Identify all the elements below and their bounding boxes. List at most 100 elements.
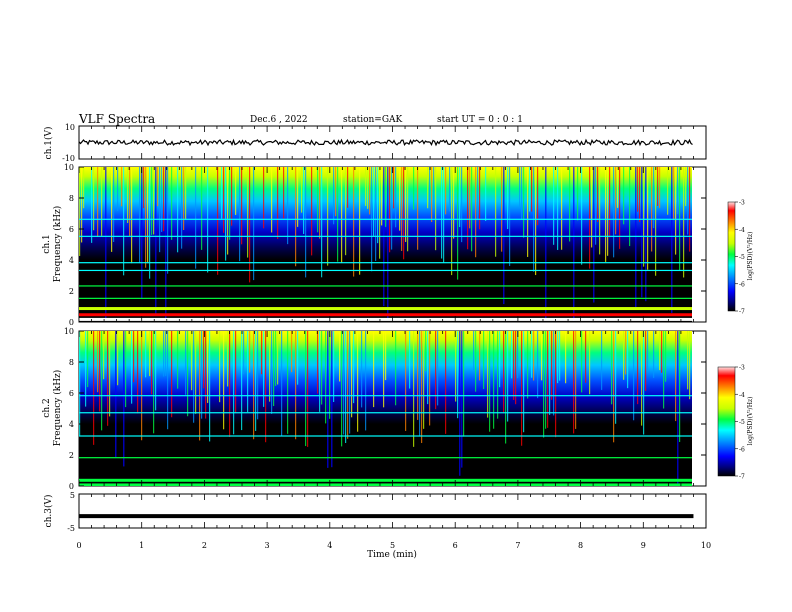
sferic-burst xyxy=(91,167,93,243)
sferic-burst xyxy=(545,167,547,320)
sferic-burst xyxy=(531,167,533,212)
sferic-burst xyxy=(457,167,459,280)
sferic-burst xyxy=(227,331,229,387)
sferic-burst xyxy=(473,331,475,371)
sferic-burst xyxy=(339,331,341,382)
sferic-burst xyxy=(405,331,407,431)
sferic-burst xyxy=(389,167,391,253)
ytick-label: 4 xyxy=(69,256,74,265)
sferic-burst xyxy=(83,167,85,209)
sferic-burst xyxy=(263,167,265,229)
sferic-burst xyxy=(461,167,463,243)
sferic-burst xyxy=(553,331,555,416)
sferic-burst xyxy=(327,167,329,266)
sferic-burst xyxy=(373,331,375,408)
sferic-burst xyxy=(335,167,337,217)
sferic-burst xyxy=(203,331,205,389)
sferic-burst xyxy=(557,167,559,250)
emission-band xyxy=(79,297,692,299)
sferic-burst xyxy=(167,167,169,274)
sferic-burst xyxy=(255,331,257,431)
sferic-burst xyxy=(617,167,619,208)
ytick-label: 10 xyxy=(64,163,74,172)
sferic-burst xyxy=(301,167,303,213)
sferic-burst xyxy=(641,167,643,298)
sferic-burst xyxy=(537,331,539,399)
sferic-burst xyxy=(273,331,275,407)
emission-band xyxy=(79,307,692,311)
sferic-burst xyxy=(607,167,609,256)
sferic-burst xyxy=(141,331,143,441)
sferic-burst xyxy=(537,167,539,226)
emission-band xyxy=(79,218,692,220)
xtick-label: 9 xyxy=(641,541,646,550)
sferic-burst xyxy=(341,331,343,447)
sferic-burst xyxy=(243,331,245,375)
sferic-burst xyxy=(513,331,515,400)
sferic-burst xyxy=(275,331,277,386)
start-time-label: start UT = 0 : 0 : 1 xyxy=(437,115,523,125)
sferic-burst xyxy=(501,167,503,252)
sferic-burst xyxy=(221,167,223,219)
ch1-colorbar-ticks: -3 -4 -5 -6 -7 xyxy=(735,200,745,316)
sferic-burst xyxy=(383,331,385,408)
sferic-burst xyxy=(489,331,491,432)
ch3-ylabel: ch.3(V) xyxy=(43,495,54,528)
ytick-label: 2 xyxy=(69,451,74,460)
sferic-burst xyxy=(573,331,575,434)
sferic-burst xyxy=(647,167,649,270)
sferic-burst xyxy=(475,331,477,392)
sferic-burst xyxy=(277,167,279,239)
sferic-burst xyxy=(375,167,377,261)
ytick-label: 4 xyxy=(69,420,74,429)
sferic-burst xyxy=(625,331,627,375)
sferic-burst xyxy=(327,331,329,468)
sferic-burst xyxy=(101,167,103,236)
ch2-spectrogram-panel: ch.2 Frequency (kHz) 0 2 4 6 8 10 xyxy=(42,327,707,491)
sferic-burst xyxy=(113,167,115,242)
sferic-burst xyxy=(93,331,95,445)
sferic-burst xyxy=(461,331,463,468)
emission-band xyxy=(79,483,692,486)
sferic-burst xyxy=(329,331,331,419)
sferic-burst xyxy=(121,167,123,207)
sferic-burst xyxy=(325,331,327,424)
colorbar-tick-label: -3 xyxy=(739,365,745,372)
sferic-burst xyxy=(457,331,459,419)
colorbar-tick-label: -4 xyxy=(739,227,745,234)
sferic-burst xyxy=(263,331,265,407)
sferic-burst xyxy=(581,167,583,265)
emission-band xyxy=(79,395,692,397)
xtick-label: 3 xyxy=(265,541,270,550)
ch1-colorbar: -3 -4 -5 -6 -7 log(PSD)(V²/Hz) xyxy=(727,200,754,316)
ytick-label: 8 xyxy=(69,194,74,203)
sferic-burst xyxy=(635,167,637,309)
sferic-burst xyxy=(613,167,615,258)
ch2-ylabel-frequency: Frequency (kHz) xyxy=(52,370,63,447)
sferic-burst xyxy=(637,331,639,405)
sferic-burst xyxy=(615,167,617,235)
sferic-burst xyxy=(401,167,403,251)
sferic-burst xyxy=(687,331,689,390)
sferic-burst xyxy=(687,167,689,235)
sferic-burst xyxy=(183,167,185,230)
colorbar-tick-label: -7 xyxy=(739,474,745,481)
sferic-burst xyxy=(659,167,661,209)
sferic-burst xyxy=(561,167,563,250)
xtick-label: 1 xyxy=(139,541,144,550)
sferic-burst xyxy=(191,331,193,391)
sferic-burst xyxy=(81,167,83,243)
emission-band xyxy=(79,478,692,482)
sferic-burst xyxy=(185,167,187,220)
sferic-burst xyxy=(347,167,349,208)
sferic-burst xyxy=(241,167,243,245)
sferic-burst xyxy=(105,167,107,320)
sferic-burst xyxy=(591,167,593,248)
sferic-burst xyxy=(165,331,167,376)
sferic-burst xyxy=(85,331,87,407)
sferic-burst xyxy=(509,167,511,267)
sferic-burst xyxy=(253,167,255,281)
sferic-burst xyxy=(503,167,505,305)
sferic-burst xyxy=(133,331,135,383)
